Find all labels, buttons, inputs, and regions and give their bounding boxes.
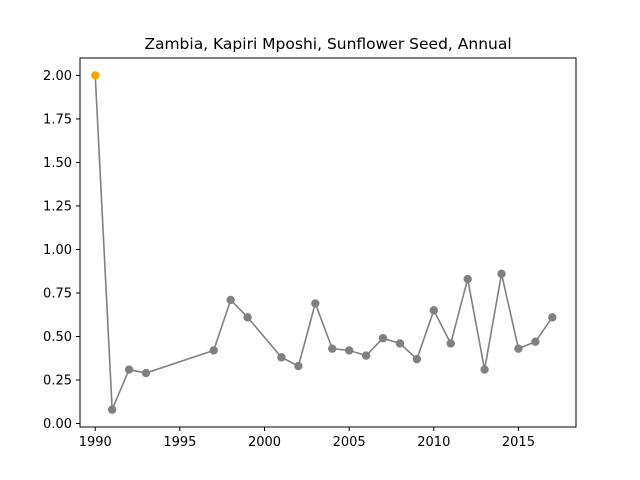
y-tick-label: 0.25 [43,374,72,389]
data-point [361,351,371,360]
highlighted-data-point [91,71,100,80]
data-point [412,354,422,364]
y-tick-label: 1.75 [43,112,72,127]
data-point [294,361,303,371]
data-point [226,295,235,305]
data-point [328,344,337,353]
data-point [277,353,286,362]
data-point [446,339,455,348]
data-point [531,337,540,346]
series-line [94,75,553,410]
data-point [311,299,320,308]
x-tick-label: 1990 [79,435,112,450]
y-tick-label: 1.00 [43,243,72,258]
data-point [378,334,388,343]
data-point [344,346,354,355]
data-point [497,269,506,279]
y-tick-label: 0.00 [43,417,72,432]
chart-title: Zambia, Kapiri Mposhi, Sunflower Seed, A… [144,35,511,53]
x-tick-label: 2005 [333,435,366,450]
axes-frame [79,57,577,428]
x-tick-label: 2015 [502,435,535,450]
data-point [480,365,489,374]
x-tick-label: 2000 [248,435,281,450]
data-point [209,346,218,355]
x-tick-label: 1995 [163,435,196,450]
y-tick-label: 1.50 [43,156,72,171]
plot-area: 1990 1995 2000 2005 2010 2015 0.00 0.25 0.50 0.75… [43,69,557,450]
y-tick-label: 1.25 [43,199,72,214]
data-point [548,313,557,322]
data-point [243,313,252,322]
data-point [514,344,523,353]
data-point [107,405,117,414]
x-tick-label: 2010 [417,435,450,450]
data-point [124,365,134,374]
y-tick-label: 0.75 [43,286,72,301]
data-point [463,274,472,284]
y-tick-label: 2.00 [43,69,72,84]
data-point [141,368,151,378]
data-point [395,339,405,348]
y-tick-label: 0.50 [43,330,72,345]
data-point [429,306,439,315]
